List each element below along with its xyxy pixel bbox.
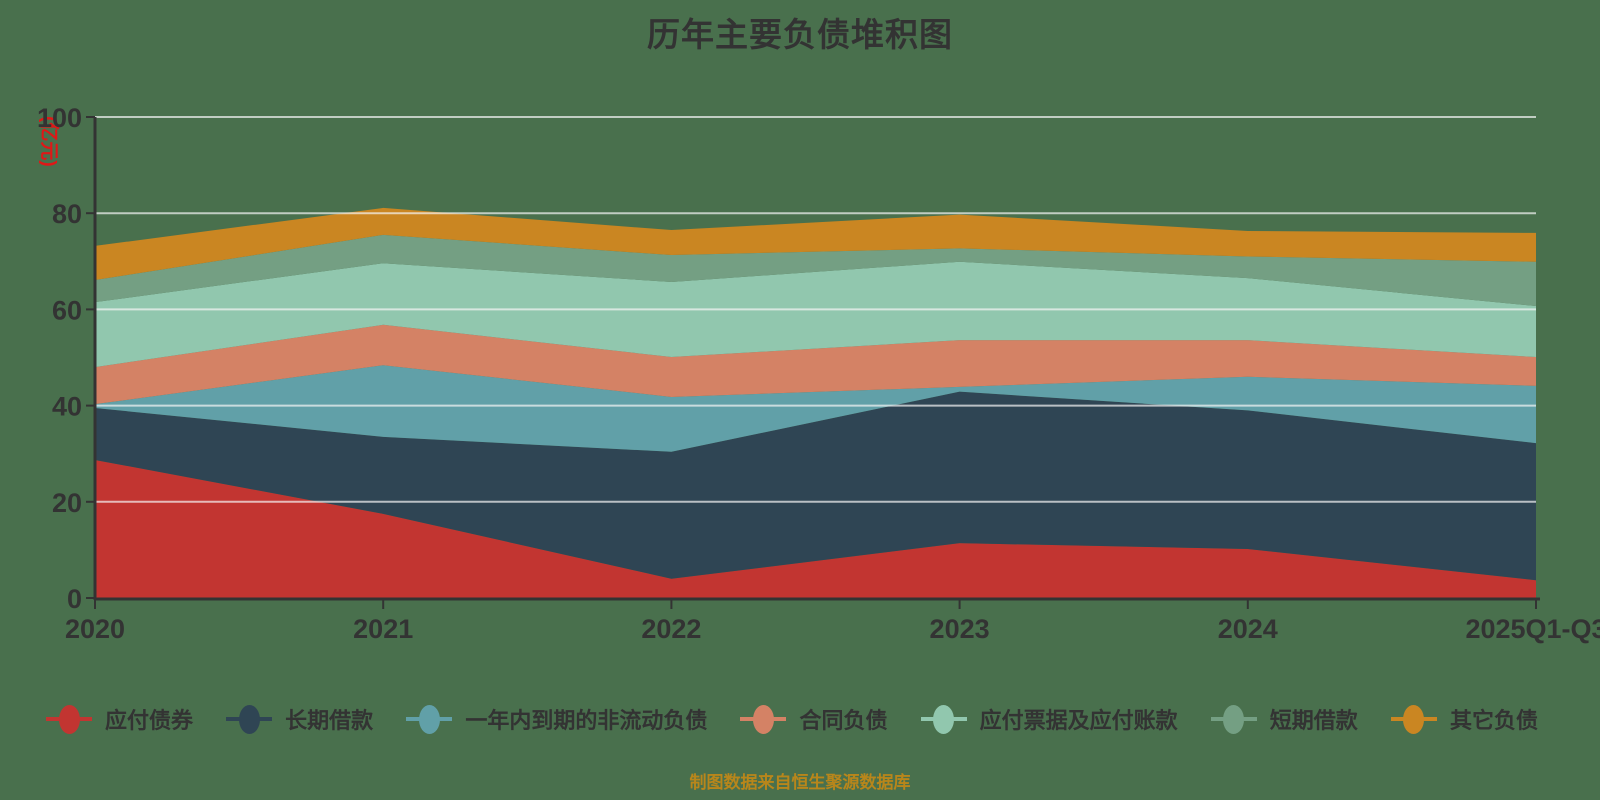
data-source-note: 制图数据来自恒生聚源数据库	[689, 773, 911, 792]
y-tick-label-80: 80	[52, 199, 82, 229]
legend-item-6[interactable]: 其它负债	[1390, 703, 1538, 735]
area-series-0	[95, 459, 1536, 598]
x-tick-label-4: 2024	[1218, 614, 1278, 644]
x-tick-label-5: 2025Q1-Q3	[1465, 614, 1600, 644]
legend-item-4[interactable]: 应付票据及应付账款	[920, 703, 1178, 735]
legend-label: 合同负债	[799, 708, 888, 733]
legend-item-5[interactable]: 短期借款	[1210, 703, 1358, 735]
legend-label: 短期借款	[1269, 708, 1358, 733]
x-tick-label-2: 2022	[641, 614, 701, 644]
legend-line-dot-icon	[406, 703, 453, 735]
x-tick-label-1: 2021	[353, 614, 413, 644]
x-tick-label-0: 2020	[65, 614, 125, 644]
area-series-5	[95, 234, 1536, 307]
y-tick-label-0: 0	[67, 584, 82, 614]
y-tick-label-40: 40	[52, 392, 82, 422]
legend-item-2[interactable]: 一年内到期的非流动负债	[406, 703, 707, 735]
y-tick-label-20: 20	[52, 488, 82, 518]
legend-label: 应付债券	[105, 708, 194, 733]
legend-item-1[interactable]: 长期借款	[226, 703, 373, 735]
area-series-1	[95, 391, 1536, 581]
area-series-2	[95, 365, 1536, 452]
legend-label: 长期借款	[285, 708, 374, 733]
legend-line-dot-icon	[46, 703, 92, 735]
x-tick-label-3: 2023	[930, 614, 990, 644]
y-tick-label-100: 100	[37, 103, 82, 133]
area-series-3	[95, 324, 1536, 405]
legend-line-dot-icon	[920, 703, 967, 735]
legend-label: 其它负债	[1449, 708, 1538, 733]
legend-item-3[interactable]: 合同负债	[740, 703, 887, 735]
legend-line-dot-icon	[1390, 703, 1437, 735]
legend-item-0[interactable]: 应付债券	[46, 703, 193, 735]
page-title: 历年主要负债堆积图	[647, 16, 953, 53]
y-tick-label-60: 60	[52, 295, 82, 325]
legend-line-dot-icon	[226, 703, 273, 735]
legend-label: 应付票据及应付账款	[979, 708, 1178, 733]
chart-legend: 应付债券 长期借款 一年内到期的非流动负债 合同负债 应付票据及应付账款 短期借款 其它负债	[0, 703, 1600, 735]
legend-line-dot-icon	[1210, 703, 1257, 735]
area-series-4	[95, 261, 1536, 368]
area-series-6	[95, 207, 1536, 281]
legend-label: 一年内到期的非流动负债	[465, 708, 708, 733]
legend-line-dot-icon	[740, 703, 787, 735]
